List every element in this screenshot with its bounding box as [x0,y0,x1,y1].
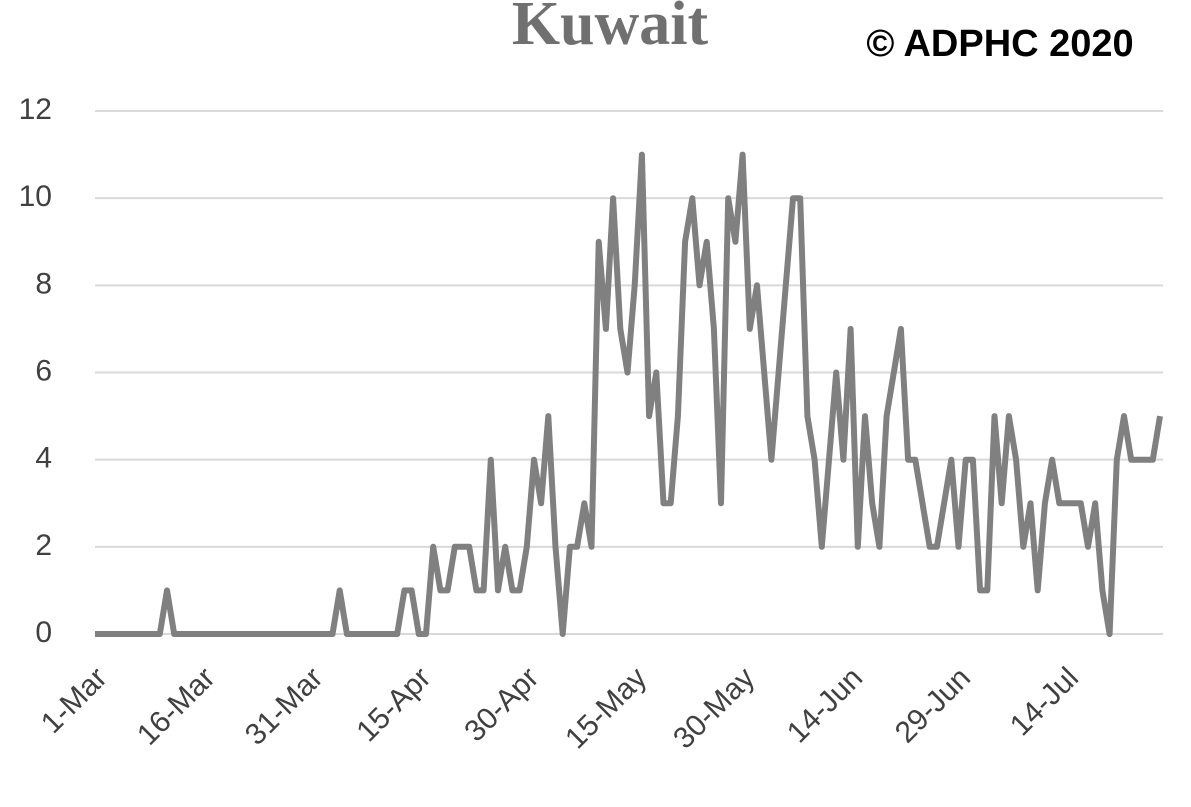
x-tick-label: 16-Mar [131,661,222,752]
x-tick-label: 15-May [559,661,653,755]
y-tick-label: 4 [35,442,52,475]
x-tick-label: 14-Jun [781,661,869,749]
y-tick-label: 2 [35,529,52,562]
y-tick-label: 6 [35,354,52,387]
x-tick-label: 15-Apr [350,661,437,748]
annotation: © ADPHC 2020 [866,23,1133,65]
x-tick-label: 1-Mar [35,661,114,740]
x-tick-label: 30-Apr [458,661,545,748]
data-line [95,151,1163,637]
x-tick-label: 31-Mar [239,661,330,752]
y-tick-label: 10 [19,180,52,213]
x-tick-label: 29-Jun [889,661,977,749]
y-tick-label: 8 [35,267,52,300]
x-tick-label: 14-Jul [1004,661,1085,742]
x-tick-label: 30-May [667,661,761,755]
chart-title: Kuwait [512,0,709,58]
y-tick-label: 12 [19,93,52,126]
y-tick-label: 0 [35,616,52,649]
